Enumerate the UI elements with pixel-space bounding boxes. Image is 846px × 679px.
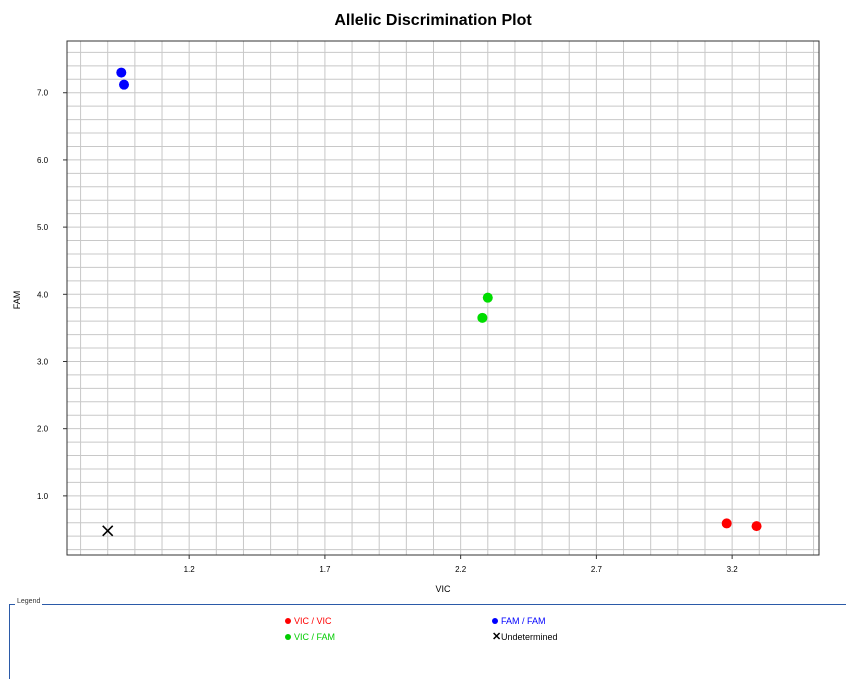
legend-x-icon: ✕	[492, 631, 502, 644]
y-tick-label: 5.0	[37, 223, 49, 232]
y-tick-label: 7.0	[37, 89, 49, 98]
legend-box	[9, 604, 846, 679]
data-point-undetermined	[102, 525, 114, 537]
y-tick-label: 1.0	[37, 492, 49, 501]
legend-item-vic-vic: VIC / VIC	[285, 616, 332, 626]
chart-grid	[67, 41, 819, 555]
data-point	[477, 312, 488, 323]
legend-item-undetermined: ✕Undetermined	[492, 631, 558, 644]
chart: Allelic Discrimination Plot 1.2 1.7 2.2 2.7…	[12, 12, 820, 594]
y-tick-label: 6.0	[37, 156, 49, 165]
x-tick-label: 3.2	[727, 565, 739, 574]
data-point	[482, 292, 493, 303]
x-tick-label: 2.7	[591, 565, 603, 574]
legend-item-vic-fam: VIC / FAM	[285, 632, 335, 642]
y-axis-label: FAM	[12, 291, 22, 310]
plot-area	[66, 40, 820, 556]
legend-label: Undetermined	[501, 632, 558, 642]
legend-label: VIC / FAM	[294, 632, 336, 642]
data-point	[116, 67, 127, 78]
chart-title: Allelic Discrimination Plot	[334, 12, 532, 29]
legend-label: VIC / VIC	[294, 616, 332, 626]
x-axis-label: VIC	[435, 584, 451, 594]
chart-ticks: 1.2 1.7 2.2 2.7 3.2 1.0 2.0 3.0 4.0 5.0 6.0 7.0	[37, 89, 738, 574]
legend-title: Legend	[15, 598, 43, 605]
data-point	[751, 521, 762, 532]
data-point	[119, 79, 130, 90]
x-tick-label: 2.2	[455, 565, 467, 574]
y-tick-label: 3.0	[37, 357, 49, 366]
legend-item-fam-fam: FAM / FAM	[492, 616, 546, 626]
legend-circle-icon	[285, 633, 291, 640]
data-points	[102, 67, 762, 537]
x-tick-label: 1.2	[184, 565, 196, 574]
legend-label: FAM / FAM	[501, 616, 546, 626]
legend-circle-icon	[285, 617, 291, 624]
y-tick-label: 2.0	[37, 425, 49, 434]
x-tick-label: 1.7	[319, 565, 331, 574]
y-tick-label: 4.0	[37, 290, 49, 299]
data-point	[721, 518, 732, 529]
legend-circle-icon	[492, 617, 498, 624]
